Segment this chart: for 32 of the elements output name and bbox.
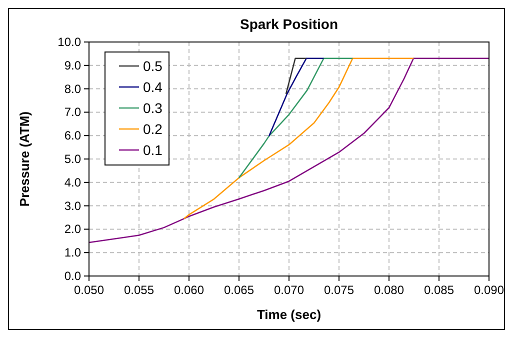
x-tick-label: 0.055 [124,283,154,297]
y-tick-label: 6.0 [64,128,82,143]
y-tick-label: 1.0 [64,246,82,260]
y-tick-label: 8.0 [64,82,82,96]
x-axis-title: Time (sec) [256,307,322,322]
x-tick-label: 0.080 [374,283,404,297]
chart-title: Spark Position [240,16,338,32]
x-tick-label: 0.050 [74,283,104,297]
legend-label: 0.2 [143,121,163,137]
y-tick-label: 0.0 [64,269,82,283]
y-tick-label: 2.0 [64,222,82,236]
x-tick-label: 0.065 [224,283,254,297]
line-series [183,58,414,220]
legend-label: 0.5 [143,58,163,74]
legend-label: 0.4 [143,79,163,95]
y-tick-label: 7.0 [64,105,82,120]
x-tick-label: 0.070 [274,283,304,297]
y-tick-label: 3.0 [64,198,82,213]
line-series [268,58,324,137]
y-axis-title: Pressure (ATM) [17,111,32,207]
x-tick-label: 0.060 [174,283,204,297]
y-tick-label: 4.0 [64,175,82,190]
line-series [88,58,490,244]
legend-label: 0.3 [143,100,163,116]
x-tick-label: 0.090 [474,283,504,297]
y-tick-label: 9.0 [64,58,82,72]
line-series [238,58,354,178]
x-tick-label: 0.075 [324,283,354,297]
legend-label: 0.1 [143,142,163,158]
y-tick-label: 5.0 [64,152,82,166]
y-tick-label: 10.0 [58,35,82,49]
x-tick-label: 0.085 [424,283,454,297]
